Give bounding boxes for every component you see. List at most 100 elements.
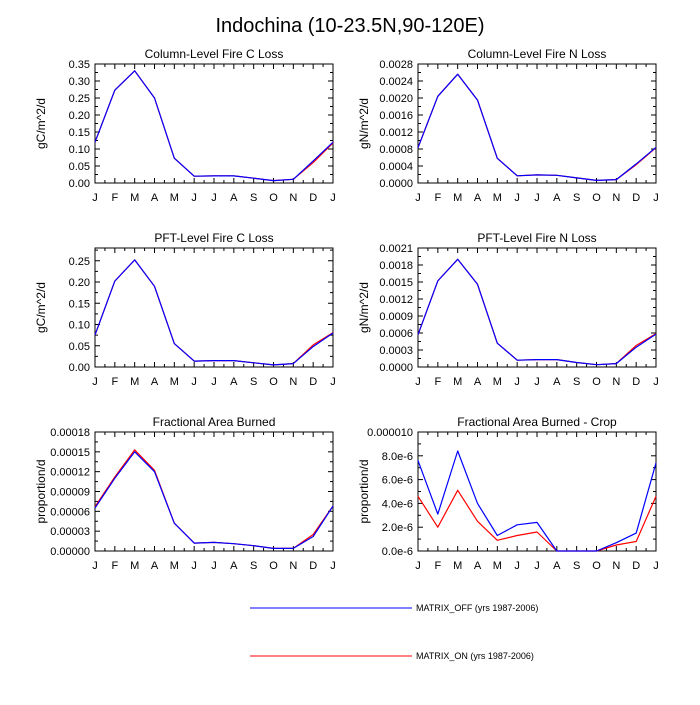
x-tick-label: J bbox=[191, 192, 197, 204]
series-line-matrix-off bbox=[417, 450, 657, 552]
legend: MATRIX_OFF (yrs 1987-2006) MATRIX_ON (yr… bbox=[250, 603, 538, 661]
y-tick-label: 0.05 bbox=[69, 161, 90, 173]
x-tick-label: M bbox=[453, 192, 462, 204]
y-tick-label: 0.35 bbox=[69, 59, 90, 71]
y-tick-label: 0.20 bbox=[69, 110, 90, 122]
panel-title: Fractional Area Burned bbox=[153, 415, 276, 429]
y-tick-label: 0.0012 bbox=[379, 127, 413, 139]
x-tick-label: A bbox=[553, 376, 561, 388]
x-tick-label: J bbox=[211, 560, 217, 572]
x-tick-label: M bbox=[493, 376, 502, 388]
x-tick-label: N bbox=[289, 192, 297, 204]
y-tick-label: 0.0016 bbox=[379, 110, 413, 122]
y-tick-label: 0.00 bbox=[69, 362, 90, 374]
x-tick-label: O bbox=[269, 376, 278, 388]
y-tick-label: 0.0024 bbox=[379, 76, 413, 88]
x-tick-label: J bbox=[653, 192, 659, 204]
panel-title: PFT-Level Fire C Loss bbox=[154, 231, 273, 245]
x-tick-label: O bbox=[269, 560, 278, 572]
y-tick-label: 0.00009 bbox=[50, 487, 90, 499]
x-tick-label: J bbox=[191, 376, 197, 388]
y-tick-label: 0.0006 bbox=[379, 328, 413, 340]
legend-label-matrix-off: MATRIX_OFF (yrs 1987-2006) bbox=[416, 603, 538, 613]
y-tick-label: 4.0e-6 bbox=[382, 498, 413, 510]
x-tick-label: A bbox=[230, 560, 238, 572]
x-tick-label: M bbox=[130, 192, 139, 204]
x-tick-label: A bbox=[474, 192, 482, 204]
series-line-matrix-off bbox=[94, 259, 334, 366]
series-line-matrix-off bbox=[94, 70, 334, 182]
panel-title: PFT-Level Fire N Loss bbox=[477, 231, 596, 245]
y-tick-label: 0.0003 bbox=[379, 345, 413, 357]
x-tick-label: D bbox=[309, 376, 317, 388]
x-tick-label: S bbox=[573, 376, 580, 388]
series-line-matrix-on bbox=[94, 70, 334, 182]
x-tick-label: F bbox=[111, 192, 118, 204]
x-tick-label: S bbox=[573, 560, 580, 572]
y-tick-label: 0.00006 bbox=[50, 506, 90, 518]
x-tick-label: N bbox=[289, 376, 297, 388]
y-axis-label: proportion/d bbox=[357, 459, 371, 523]
plot-frame bbox=[417, 63, 657, 184]
x-tick-label: J bbox=[92, 560, 98, 572]
y-axis-label: gN/m^2/d bbox=[357, 282, 371, 333]
panel-6: Fractional Area Burned - Crop proportion/… bbox=[357, 415, 659, 572]
x-tick-label: A bbox=[553, 560, 561, 572]
x-tick-label: M bbox=[453, 560, 462, 572]
series-line-matrix-on bbox=[417, 258, 657, 366]
panel-title: Column-Level Fire C Loss bbox=[145, 47, 284, 61]
y-tick-label: 0.00000 bbox=[50, 546, 90, 558]
x-tick-label: O bbox=[592, 376, 601, 388]
x-tick-label: J bbox=[92, 192, 98, 204]
x-tick-label: J bbox=[534, 376, 540, 388]
x-tick-label: A bbox=[474, 560, 482, 572]
series-line-matrix-off bbox=[417, 73, 657, 181]
x-tick-label: S bbox=[573, 192, 580, 204]
x-tick-label: J bbox=[191, 560, 197, 572]
x-tick-label: F bbox=[111, 560, 118, 572]
x-tick-label: J bbox=[330, 376, 336, 388]
y-tick-label: 0.0012 bbox=[379, 294, 413, 306]
x-tick-label: J bbox=[653, 560, 659, 572]
y-tick-label: 8.0e-6 bbox=[382, 451, 413, 463]
x-tick-label: N bbox=[612, 560, 620, 572]
y-tick-label: 0.00015 bbox=[50, 447, 90, 459]
y-tick-label: 0.20 bbox=[69, 277, 90, 289]
x-tick-label: F bbox=[111, 376, 118, 388]
series-line-matrix-off bbox=[94, 451, 334, 550]
x-tick-label: S bbox=[250, 192, 257, 204]
x-tick-label: M bbox=[453, 376, 462, 388]
x-tick-label: F bbox=[434, 560, 441, 572]
y-tick-label: 0.25 bbox=[69, 93, 90, 105]
y-axis-label: gC/m^2/d bbox=[34, 98, 48, 149]
x-tick-label: S bbox=[250, 376, 257, 388]
x-tick-label: A bbox=[230, 192, 238, 204]
x-tick-label: J bbox=[415, 192, 421, 204]
x-tick-label: J bbox=[330, 560, 336, 572]
x-tick-label: F bbox=[434, 192, 441, 204]
y-tick-label: 0.00 bbox=[69, 178, 90, 190]
x-tick-label: M bbox=[170, 560, 179, 572]
x-tick-label: O bbox=[269, 192, 278, 204]
x-tick-label: A bbox=[151, 560, 159, 572]
y-tick-label: 2.0e-6 bbox=[382, 522, 413, 534]
x-tick-label: A bbox=[151, 192, 159, 204]
x-tick-label: D bbox=[632, 192, 640, 204]
x-tick-label: J bbox=[211, 192, 217, 204]
x-tick-label: M bbox=[170, 192, 179, 204]
x-tick-label: S bbox=[250, 560, 257, 572]
y-tick-label: 0.0000 bbox=[379, 178, 413, 190]
x-tick-label: M bbox=[130, 560, 139, 572]
series-line-matrix-on bbox=[94, 449, 334, 550]
panel-title: Column-Level Fire N Loss bbox=[468, 47, 607, 61]
y-tick-label: 0.05 bbox=[69, 341, 90, 353]
x-tick-label: D bbox=[632, 376, 640, 388]
x-tick-label: D bbox=[309, 192, 317, 204]
y-tick-label: 0.0009 bbox=[379, 311, 413, 323]
plot-frame bbox=[94, 431, 334, 552]
y-tick-label: 0.15 bbox=[69, 127, 90, 139]
